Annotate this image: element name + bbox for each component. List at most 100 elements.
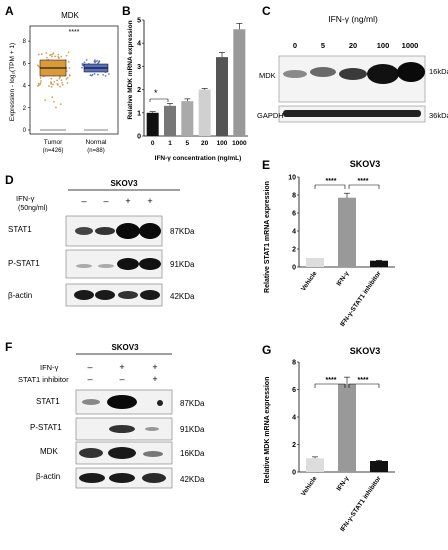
tumor-point	[56, 83, 59, 85]
tumor-point	[54, 55, 57, 58]
panel-b-xlabel: IFN-γ concentration (ng/mL)	[155, 155, 242, 162]
f-inh-lane-3: +	[152, 374, 157, 384]
a-ytick-label: 2	[23, 106, 27, 112]
tumor-point	[38, 65, 40, 68]
tumor-point	[50, 77, 53, 80]
e-sig-bracket-2	[348, 184, 380, 189]
b-ytick-label: 4	[137, 41, 141, 48]
tumor-point	[49, 54, 51, 57]
b-xtick-label: 0	[151, 140, 155, 147]
b-xtick-label: 100	[217, 140, 228, 147]
d-pstat1-band-4	[139, 258, 161, 270]
dose-1000: 1000	[402, 41, 419, 50]
g-xtick-label: Vehicle	[300, 475, 319, 498]
tumor-point	[44, 99, 47, 102]
g-ytick-label: 4	[292, 415, 296, 422]
e-ytick-label: 8	[292, 193, 296, 200]
mdk-band-1	[283, 70, 307, 78]
g-sig-label-1: ****	[326, 377, 337, 384]
f-inh-lane-1: –	[87, 374, 92, 384]
tumor-point	[61, 84, 64, 86]
d-stat1-band-2	[95, 227, 115, 235]
panel-b-letter: B	[122, 4, 131, 18]
b-xtick-label: 20	[201, 140, 209, 147]
tumor-point	[36, 64, 39, 67]
d-actin-label: β-actin	[8, 291, 32, 300]
gapdh-band	[283, 110, 421, 117]
tumor-point	[37, 84, 40, 87]
d-actin-band-4	[140, 290, 160, 300]
panel-d-western-blot: SKOV3 IFN-γ (50ng/ml) – – + + STAT1 87KD…	[8, 179, 195, 307]
e-xtick-label: Vehicle	[300, 270, 319, 293]
e-ytick-label: 10	[288, 175, 296, 182]
f-pstat1-band-2	[109, 425, 135, 433]
panel-d-dose: (50ng/ml)	[18, 205, 48, 212]
mdk-band-4	[367, 64, 399, 84]
f-actin-band-2	[109, 473, 135, 483]
tumor-point	[67, 51, 70, 54]
b-bar-4	[216, 57, 228, 137]
f-treat-ifn-label: IFN-γ	[40, 363, 59, 372]
d-actin-band-1	[74, 290, 94, 300]
tumor-point	[37, 82, 40, 85]
b-xtick-label: 1000	[232, 140, 247, 147]
mdk-label: MDK	[259, 71, 276, 80]
tumor-point	[52, 52, 55, 55]
b-xtick-label: 5	[186, 140, 190, 147]
tumor-point	[58, 57, 60, 59]
tumor-point	[40, 80, 42, 82]
b-ytick-label: 2	[137, 87, 141, 94]
e-xtick-label: IFN-γ	[336, 270, 351, 288]
d-pstat1-band-3	[117, 258, 139, 270]
mdk-band-5	[397, 62, 425, 82]
f-pstat1-band-3	[145, 427, 159, 431]
f-ifn-lane-3: +	[152, 362, 157, 372]
tumor-point	[45, 52, 48, 54]
f-stat1-band-3	[157, 400, 163, 406]
tumor-point	[59, 76, 61, 79]
panel-g-title: SKOV3	[350, 346, 381, 356]
d-lane-4: +	[147, 196, 152, 206]
b-bar-0	[146, 112, 159, 136]
d-pstat1-band-2	[98, 264, 114, 268]
tumor-point	[39, 83, 41, 86]
panel-c-treatment: IFN-γ (ng/ml)	[328, 14, 378, 24]
panel-e-title: SKOV3	[350, 159, 381, 169]
panel-b-bars	[146, 23, 246, 137]
panel-f-western-blot: SKOV3 IFN-γ – + + STAT1 inhibitor – – + …	[18, 343, 205, 489]
a-ytick-label: 8	[23, 39, 27, 45]
panel-b-significance: *	[154, 88, 158, 98]
tumor-point	[56, 79, 58, 82]
f-actin-label: β-actin	[36, 472, 60, 481]
d-pstat1-frame	[65, 249, 163, 279]
dose-20: 20	[349, 41, 357, 50]
tumor-point	[53, 81, 56, 83]
f-actin-band-1	[79, 473, 105, 483]
b-xtick-label: 1	[168, 140, 172, 147]
e-bar-2	[370, 260, 388, 267]
d-pstat1-size: 91KDa	[170, 260, 195, 269]
g-bar-1	[338, 384, 356, 472]
panel-a-ylabel: Expression - log₂(TPM + 1)	[9, 43, 16, 121]
gapdh-label: GAPDH	[257, 111, 284, 120]
normal-n: (n=88)	[87, 148, 105, 154]
normal-point	[83, 61, 86, 64]
a-ytick-label: 6	[23, 61, 27, 67]
g-ytick-label: 8	[292, 360, 296, 367]
tumor-point	[68, 67, 71, 69]
panel-a-boxplot: MDK Expression - log₂(TPM + 1) 0 2 4 6 8 ***…	[9, 11, 119, 154]
tumor-n: (n=426)	[43, 148, 64, 154]
f-pstat1-label: P-STAT1	[30, 423, 62, 432]
tumor-point	[50, 82, 52, 85]
tumor-point	[40, 53, 43, 56]
f-pstat1-size: 91KDa	[180, 425, 205, 434]
d-actin-band-3	[118, 291, 138, 299]
b-bar-2	[181, 101, 194, 136]
mdk-size: 16kDa	[429, 67, 448, 76]
normal-point	[81, 66, 83, 69]
panel-d-letter: D	[5, 173, 14, 187]
b-ytick-label: 0	[137, 134, 141, 141]
f-mdk-size: 16KDa	[180, 449, 205, 458]
normal-point	[102, 73, 105, 76]
